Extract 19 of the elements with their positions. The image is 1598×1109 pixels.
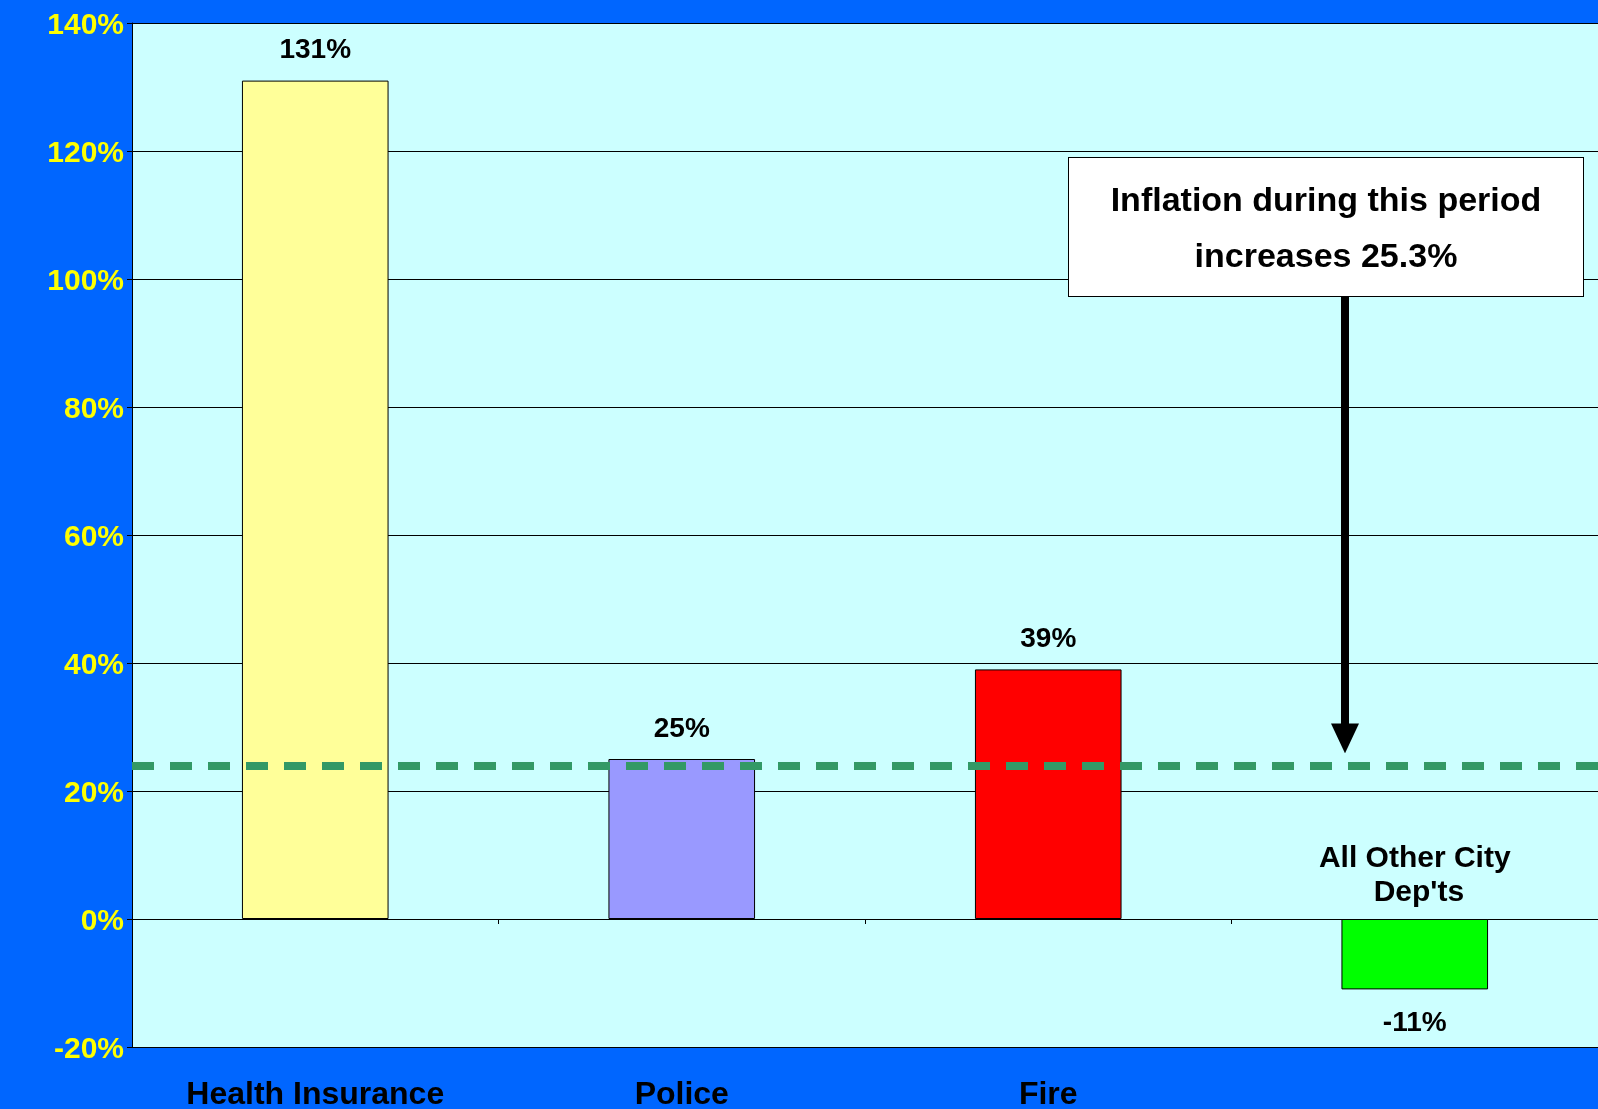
y-tick-label: 100% [47, 262, 124, 296]
data-label: 131% [279, 33, 352, 65]
data-label: 39% [1020, 621, 1077, 653]
x-tick-label: Police [634, 1075, 729, 1109]
y-tick-label: 80% [63, 390, 124, 424]
y-tick-label: 120% [47, 134, 124, 168]
bar [1341, 919, 1489, 990]
y-tick-label: 60% [63, 518, 124, 552]
x-tick-label: All Other City Dep'ts [1318, 839, 1511, 907]
x-tick-label: Fire [1018, 1075, 1078, 1109]
y-tick-label: 0% [80, 902, 124, 936]
data-label: 25% [653, 711, 710, 743]
data-label: -11% [1382, 1005, 1447, 1037]
y-tick-label: 140% [47, 6, 124, 40]
y-tick-label: 20% [63, 774, 124, 808]
y-tick-label: 40% [63, 646, 124, 680]
y-tick-label: -20% [53, 1030, 124, 1064]
annotation: Inflation during this period increases 25.3% [1068, 157, 1584, 297]
x-tick-label: Health Insurance [186, 1075, 445, 1109]
